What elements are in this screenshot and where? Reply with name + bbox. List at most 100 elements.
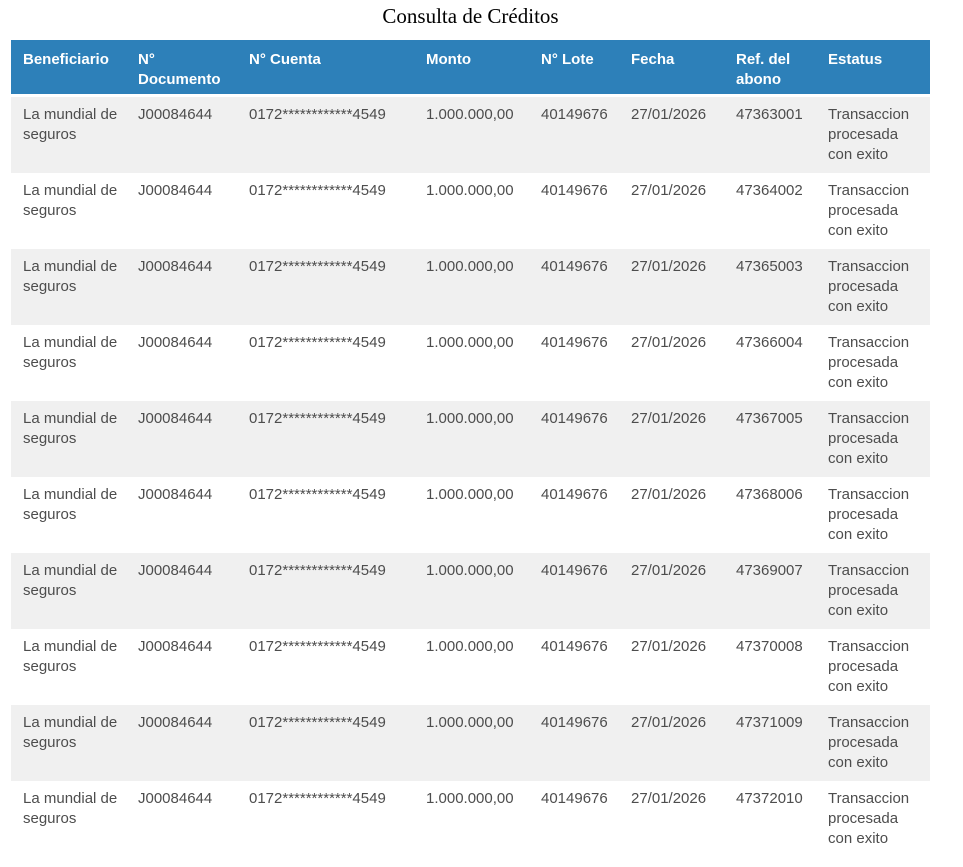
table-row: La mundial de seguros J00084644 0172******… (11, 325, 930, 401)
column-header-documento: N° Documento (126, 40, 237, 97)
cell-beneficiario: La mundial de seguros (11, 781, 126, 857)
cell-monto: 1.000.000,00 (414, 629, 529, 705)
cell-monto: 1.000.000,00 (414, 401, 529, 477)
cell-lote: 40149676 (529, 553, 619, 629)
cell-beneficiario: La mundial de seguros (11, 249, 126, 325)
cell-ref_abono: 47365003 (724, 249, 816, 325)
cell-lote: 40149676 (529, 325, 619, 401)
cell-documento: J00084644 (126, 97, 237, 173)
table-row: La mundial de seguros J00084644 0172******… (11, 477, 930, 553)
cell-fecha: 27/01/2026 (619, 553, 724, 629)
cell-estatus: Transaccion procesada con exito (816, 553, 930, 629)
cell-estatus: Transaccion procesada con exito (816, 325, 930, 401)
table-body: La mundial de seguros J00084644 0172******… (11, 97, 930, 857)
cell-monto: 1.000.000,00 (414, 705, 529, 781)
cell-ref_abono: 47368006 (724, 477, 816, 553)
cell-lote: 40149676 (529, 173, 619, 249)
cell-cuenta: 0172************4549 (237, 629, 414, 705)
cell-monto: 1.000.000,00 (414, 553, 529, 629)
cell-monto: 1.000.000,00 (414, 325, 529, 401)
cell-cuenta: 0172************4549 (237, 781, 414, 857)
cell-beneficiario: La mundial de seguros (11, 401, 126, 477)
cell-monto: 1.000.000,00 (414, 477, 529, 553)
cell-lote: 40149676 (529, 477, 619, 553)
page-title: Consulta de Créditos (382, 4, 559, 28)
cell-beneficiario: La mundial de seguros (11, 97, 126, 173)
cell-documento: J00084644 (126, 477, 237, 553)
cell-documento: J00084644 (126, 401, 237, 477)
cell-beneficiario: La mundial de seguros (11, 477, 126, 553)
cell-cuenta: 0172************4549 (237, 173, 414, 249)
table-row: La mundial de seguros J00084644 0172******… (11, 249, 930, 325)
cell-cuenta: 0172************4549 (237, 705, 414, 781)
cell-cuenta: 0172************4549 (237, 97, 414, 173)
column-header-monto: Monto (414, 40, 529, 97)
cell-lote: 40149676 (529, 401, 619, 477)
cell-estatus: Transaccion procesada con exito (816, 97, 930, 173)
cell-monto: 1.000.000,00 (414, 97, 529, 173)
cell-fecha: 27/01/2026 (619, 401, 724, 477)
cell-monto: 1.000.000,00 (414, 781, 529, 857)
cell-ref_abono: 47364002 (724, 173, 816, 249)
column-header-cuenta: N° Cuenta (237, 40, 414, 97)
cell-lote: 40149676 (529, 249, 619, 325)
cell-lote: 40149676 (529, 705, 619, 781)
table-row: La mundial de seguros J00084644 0172******… (11, 173, 930, 249)
cell-lote: 40149676 (529, 781, 619, 857)
cell-documento: J00084644 (126, 705, 237, 781)
cell-documento: J00084644 (126, 781, 237, 857)
cell-lote: 40149676 (529, 629, 619, 705)
cell-ref_abono: 47369007 (724, 553, 816, 629)
cell-beneficiario: La mundial de seguros (11, 325, 126, 401)
cell-ref_abono: 47363001 (724, 97, 816, 173)
cell-estatus: Transaccion procesada con exito (816, 477, 930, 553)
table-row: La mundial de seguros J00084644 0172******… (11, 781, 930, 857)
table-row: La mundial de seguros J00084644 0172******… (11, 705, 930, 781)
cell-ref_abono: 47371009 (724, 705, 816, 781)
cell-estatus: Transaccion procesada con exito (816, 705, 930, 781)
cell-cuenta: 0172************4549 (237, 477, 414, 553)
cell-fecha: 27/01/2026 (619, 705, 724, 781)
cell-cuenta: 0172************4549 (237, 249, 414, 325)
cell-documento: J00084644 (126, 325, 237, 401)
cell-fecha: 27/01/2026 (619, 477, 724, 553)
cell-documento: J00084644 (126, 629, 237, 705)
cell-estatus: Transaccion procesada con exito (816, 781, 930, 857)
column-header-lote: N° Lote (529, 40, 619, 97)
cell-documento: J00084644 (126, 249, 237, 325)
cell-documento: J00084644 (126, 173, 237, 249)
table-row: La mundial de seguros J00084644 0172******… (11, 553, 930, 629)
table-header-row: Beneficiario N° Documento N° Cuenta Monto N°… (11, 40, 930, 97)
cell-fecha: 27/01/2026 (619, 325, 724, 401)
column-header-beneficiario: Beneficiario (11, 40, 126, 97)
cell-cuenta: 0172************4549 (237, 553, 414, 629)
cell-beneficiario: La mundial de seguros (11, 705, 126, 781)
cell-estatus: Transaccion procesada con exito (816, 401, 930, 477)
cell-estatus: Transaccion procesada con exito (816, 629, 930, 705)
column-header-ref_abono: Ref. del abono (724, 40, 816, 97)
table-header: Beneficiario N° Documento N° Cuenta Monto N°… (11, 40, 930, 97)
cell-monto: 1.000.000,00 (414, 249, 529, 325)
cell-beneficiario: La mundial de seguros (11, 173, 126, 249)
cell-monto: 1.000.000,00 (414, 173, 529, 249)
table-row: La mundial de seguros J00084644 0172******… (11, 401, 930, 477)
table-row: La mundial de seguros J00084644 0172******… (11, 629, 930, 705)
cell-lote: 40149676 (529, 97, 619, 173)
cell-cuenta: 0172************4549 (237, 325, 414, 401)
cell-fecha: 27/01/2026 (619, 97, 724, 173)
credits-table: Beneficiario N° Documento N° Cuenta Monto N°… (11, 40, 930, 857)
column-header-estatus: Estatus (816, 40, 930, 97)
cell-estatus: Transaccion procesada con exito (816, 173, 930, 249)
cell-ref_abono: 47367005 (724, 401, 816, 477)
cell-beneficiario: La mundial de seguros (11, 553, 126, 629)
cell-fecha: 27/01/2026 (619, 249, 724, 325)
cell-beneficiario: La mundial de seguros (11, 629, 126, 705)
cell-cuenta: 0172************4549 (237, 401, 414, 477)
cell-fecha: 27/01/2026 (619, 629, 724, 705)
cell-documento: J00084644 (126, 553, 237, 629)
cell-fecha: 27/01/2026 (619, 173, 724, 249)
cell-ref_abono: 47372010 (724, 781, 816, 857)
cell-fecha: 27/01/2026 (619, 781, 724, 857)
cell-ref_abono: 47366004 (724, 325, 816, 401)
